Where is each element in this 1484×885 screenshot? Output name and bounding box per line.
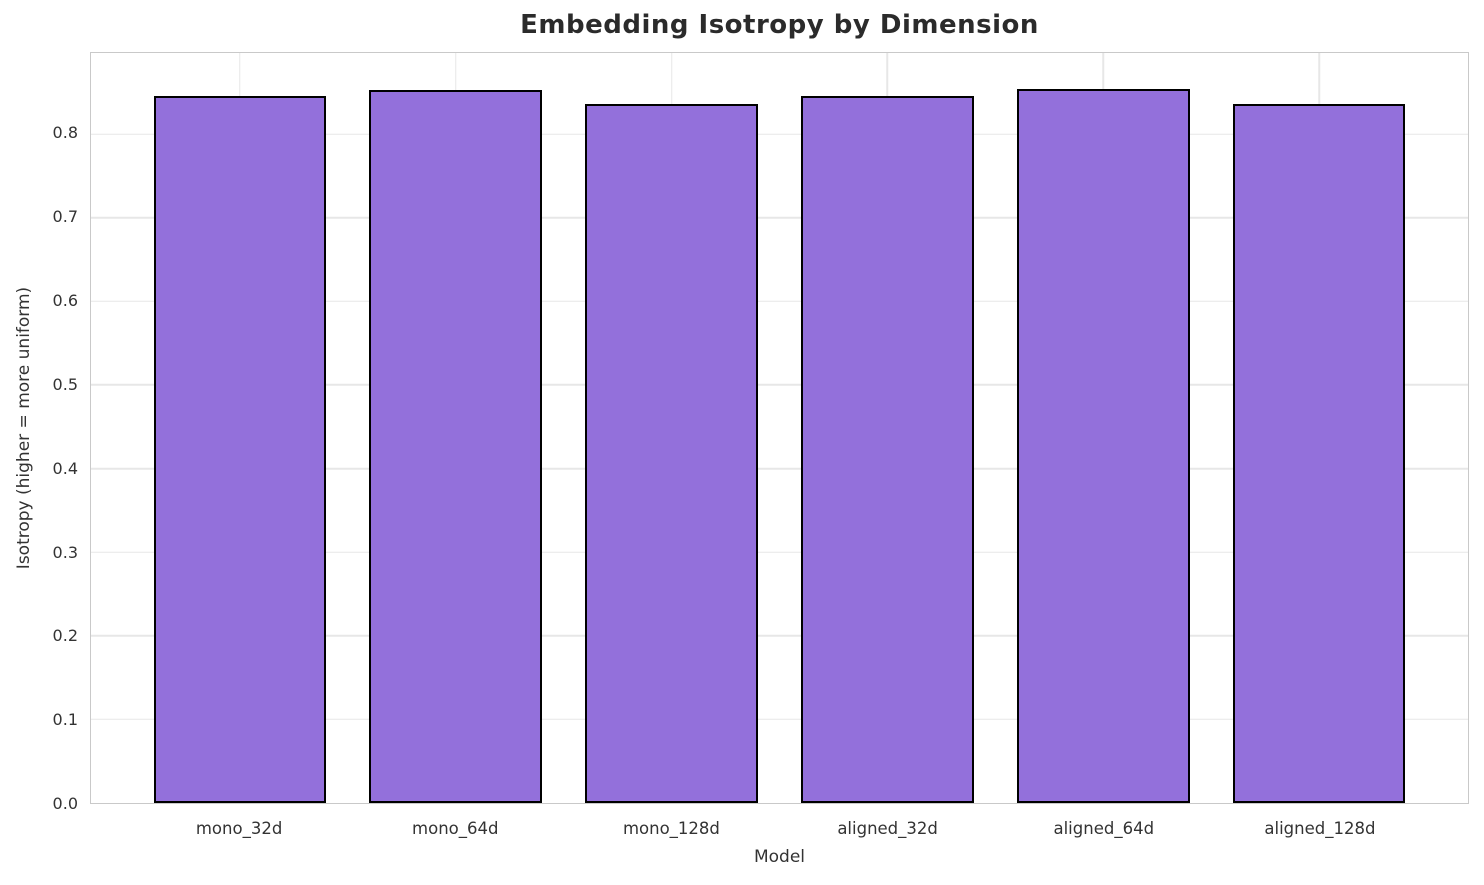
- bars-container: [91, 53, 1468, 803]
- bar-mono_32d: [153, 96, 327, 803]
- gridline-horizontal: [91, 133, 1468, 135]
- y-tick-label: 0.2: [52, 626, 78, 646]
- horizontal-gridlines: [91, 53, 1468, 803]
- plot-area: [90, 52, 1469, 804]
- y-tick-label: 0.8: [52, 123, 78, 143]
- x-tick-label-mono_64d: mono_64d: [412, 819, 499, 838]
- bar-mono_128d: [585, 104, 758, 803]
- x-tick-label-aligned_32d: aligned_32d: [837, 819, 938, 838]
- bar-slot-aligned_32d: [779, 53, 995, 803]
- x-tick-label-aligned_128d: aligned_128d: [1264, 819, 1376, 838]
- bar-aligned_128d: [1232, 104, 1406, 803]
- bar-mono_64d: [369, 89, 543, 803]
- y-tick-label: 0.3: [52, 542, 78, 562]
- bar-slot-mono_32d: [132, 53, 348, 803]
- gridline-horizontal: [91, 216, 1468, 219]
- gridline-horizontal: [91, 635, 1468, 637]
- y-tick-label: 0.6: [52, 291, 78, 310]
- bar-aligned_64d: [1016, 88, 1190, 803]
- chart-title: Embedding Isotropy by Dimension: [520, 10, 1039, 40]
- x-axis-tick-labels: mono_32d mono_64d mono_128d aligned_32d alig…: [90, 818, 1469, 840]
- gridline-horizontal: [91, 300, 1468, 303]
- y-tick-label: 0.0: [52, 794, 78, 813]
- gridline-horizontal: [91, 384, 1468, 386]
- x-axis-label: Model: [753, 847, 806, 867]
- bar-slot-mono_64d: [348, 53, 564, 803]
- y-tick-label: 0.7: [52, 207, 78, 227]
- bar-slot-aligned_128d: [1211, 53, 1427, 803]
- y-tick-label: 0.4: [52, 458, 78, 478]
- x-tick-label-mono_32d: mono_32d: [195, 819, 283, 838]
- x-tick-label-mono_128d: mono_128d: [622, 819, 720, 838]
- y-tick-label: 0.1: [52, 710, 78, 730]
- bar-slot-aligned_64d: [995, 53, 1211, 803]
- y-axis-tick-labels: 0.0 0.1 0.2 0.3 0.4 0.5 0.6 0.7 0.8: [0, 52, 78, 812]
- bar-slot-mono_128d: [564, 53, 780, 803]
- gridline-horizontal: [91, 551, 1468, 553]
- gridline-horizontal: [91, 718, 1468, 721]
- bar-aligned_32d: [801, 95, 974, 803]
- x-tick-label-aligned_64d: aligned_64d: [1053, 819, 1155, 838]
- y-tick-label: 0.5: [52, 374, 78, 394]
- gridline-horizontal: [91, 467, 1468, 470]
